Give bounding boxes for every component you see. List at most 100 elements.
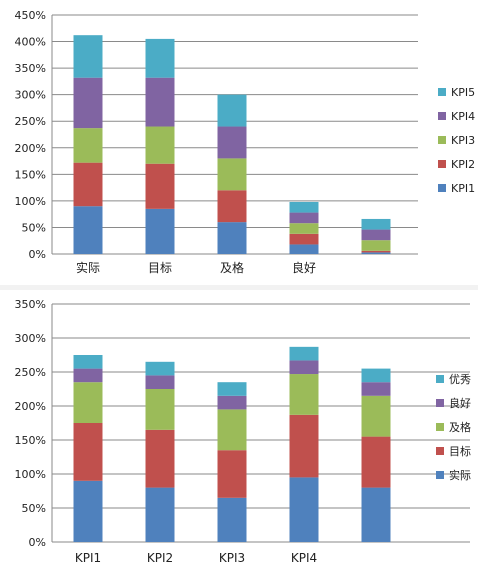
top-y-tick-label: 250% — [15, 115, 46, 128]
top-bar-segment-KPI3 — [289, 223, 319, 234]
bottom-bar-segment-实际 — [361, 487, 391, 542]
top-bar-segment-KPI3 — [145, 126, 175, 164]
top-x-tick-label: 目标 — [148, 261, 172, 275]
bottom-y-tick-label: 0% — [29, 536, 46, 549]
bottom-bar-segment-良好 — [289, 360, 319, 375]
chart-bottom-svg: 0% 50% 100% 150% 200% 250% 300% 350% KPI1 KPI2 KPI… — [15, 298, 471, 565]
top-bar-segment-KPI4 — [217, 126, 247, 159]
top-legend-swatch — [438, 112, 446, 120]
bottom-y-tick-label: 100% — [15, 468, 46, 481]
bottom-x-tick-label: KPI2 — [147, 551, 173, 565]
top-y-tick-label: 0% — [29, 248, 46, 261]
top-bar-segment-KPI2 — [289, 233, 319, 245]
bottom-y-tick-label: 150% — [15, 434, 46, 447]
top-bar-segment-KPI1 — [361, 252, 391, 254]
top-bar-segment-KPI2 — [145, 163, 175, 209]
top-x-tick-label: 及格 — [220, 260, 244, 275]
top-bar-segment-KPI1 — [73, 206, 103, 254]
top-bar-segment-KPI5 — [73, 35, 103, 78]
top-bar-segment-KPI4 — [289, 212, 319, 224]
top-bar-segment-KPI2 — [361, 250, 391, 253]
bottom-bar-segment-实际 — [217, 497, 247, 542]
bottom-legend-label: 及格 — [449, 420, 471, 434]
top-legend-swatch — [438, 160, 446, 168]
bottom-bar-segment-优秀 — [289, 346, 319, 361]
top-bar-segment-KPI1 — [145, 208, 175, 254]
top-bar-segment-KPI2 — [73, 162, 103, 207]
top-legend-swatch — [438, 184, 446, 192]
bottom-legend-swatch — [436, 471, 444, 479]
bottom-x-tick-label: KPI4 — [291, 551, 317, 565]
top-bar-segment-KPI3 — [73, 128, 103, 163]
top-legend-swatch — [438, 136, 446, 144]
bottom-y-tick-label: 300% — [15, 332, 46, 345]
top-x-tick-label: 实际 — [76, 260, 100, 275]
top-y-tick-label: 200% — [15, 142, 46, 155]
bottom-bar-segment-优秀 — [145, 361, 175, 376]
top-y-tick-label: 150% — [15, 168, 46, 181]
top-legend-label: KPI3 — [451, 134, 475, 147]
chart-divider — [0, 285, 478, 290]
bottom-bar-segment-实际 — [145, 487, 175, 542]
chart-bottom: 0% 50% 100% 150% 200% 250% 300% 350% KPI1 KPI2 KPI… — [0, 290, 478, 574]
top-y-tick-label: 100% — [15, 195, 46, 208]
top-bar-segment-KPI4 — [73, 77, 103, 129]
top-bar-segment-KPI4 — [361, 229, 391, 241]
top-bar-segment-KPI5 — [289, 201, 319, 213]
top-bar-segment-KPI1 — [217, 222, 247, 254]
bottom-y-tick-label: 250% — [15, 366, 46, 379]
bottom-legend-swatch — [436, 447, 444, 455]
bottom-legend-label: 实际 — [449, 468, 471, 482]
bottom-legend-label: 优秀 — [449, 373, 471, 386]
bottom-legend-swatch — [436, 375, 444, 383]
top-bar-segment-KPI3 — [217, 158, 247, 191]
top-bar-segment-KPI3 — [361, 240, 391, 251]
bottom-bar-segment-及格 — [145, 389, 175, 430]
bottom-bar-segment-优秀 — [73, 355, 103, 369]
bottom-bar-segment-良好 — [217, 395, 247, 410]
bottom-y-tick-label: 50% — [22, 502, 46, 515]
top-legend-label: KPI5 — [451, 86, 475, 99]
top-bar-segment-KPI5 — [145, 38, 175, 78]
bottom-y-tick-label: 350% — [15, 298, 46, 311]
bottom-bar-segment-优秀 — [361, 368, 391, 383]
bottom-legend-label: 良好 — [449, 396, 471, 410]
bottom-bar-segment-实际 — [289, 477, 319, 542]
top-bar-segment-KPI4 — [145, 77, 175, 127]
bottom-x-tick-label: KPI1 — [75, 551, 101, 565]
bottom-bar-segment-目标 — [145, 429, 175, 488]
chart-top: 0% 50% 100% 150% 200% 250% 300% 350% 400% 450% 实际 目… — [0, 0, 478, 285]
bottom-bar-segment-良好 — [73, 368, 103, 383]
bottom-bar-segment-及格 — [361, 395, 391, 437]
bottom-bar-segment-良好 — [361, 382, 391, 396]
bottom-bar-segment-目标 — [361, 436, 391, 488]
chart-top-svg: 0% 50% 100% 150% 200% 250% 300% 350% 400% 450% 实际 目… — [15, 9, 476, 275]
top-bar-segment-KPI5 — [217, 94, 247, 127]
top-bar-segment-KPI2 — [217, 190, 247, 223]
top-legend-label: KPI1 — [451, 182, 475, 195]
top-x-tick-label: 良好 — [292, 260, 316, 275]
top-y-tick-label: 350% — [15, 62, 46, 75]
bottom-legend-swatch — [436, 423, 444, 431]
bottom-bar-segment-目标 — [73, 423, 103, 481]
bottom-legend-swatch — [436, 399, 444, 407]
bottom-bar-segment-及格 — [73, 382, 103, 423]
top-bar-segment-KPI5 — [361, 218, 391, 230]
bottom-y-tick-label: 200% — [15, 400, 46, 413]
bottom-bar-segment-目标 — [289, 414, 319, 478]
bottom-bar-segment-及格 — [289, 374, 319, 415]
bottom-bar-segment-优秀 — [217, 382, 247, 396]
bottom-bar-segment-实际 — [73, 480, 103, 542]
top-y-tick-label: 400% — [15, 36, 46, 49]
top-legend-label: KPI4 — [451, 110, 475, 123]
top-y-tick-label: 450% — [15, 9, 46, 22]
top-legend-swatch — [438, 88, 446, 96]
top-bar-segment-KPI1 — [289, 244, 319, 254]
bottom-x-tick-label: KPI3 — [219, 551, 245, 565]
top-y-tick-label: 300% — [15, 89, 46, 102]
top-legend-label: KPI2 — [451, 158, 475, 171]
top-y-tick-label: 50% — [22, 221, 46, 234]
bottom-legend-label: 目标 — [449, 444, 471, 458]
bottom-bar-segment-及格 — [217, 409, 247, 451]
bottom-bar-segment-良好 — [145, 375, 175, 389]
